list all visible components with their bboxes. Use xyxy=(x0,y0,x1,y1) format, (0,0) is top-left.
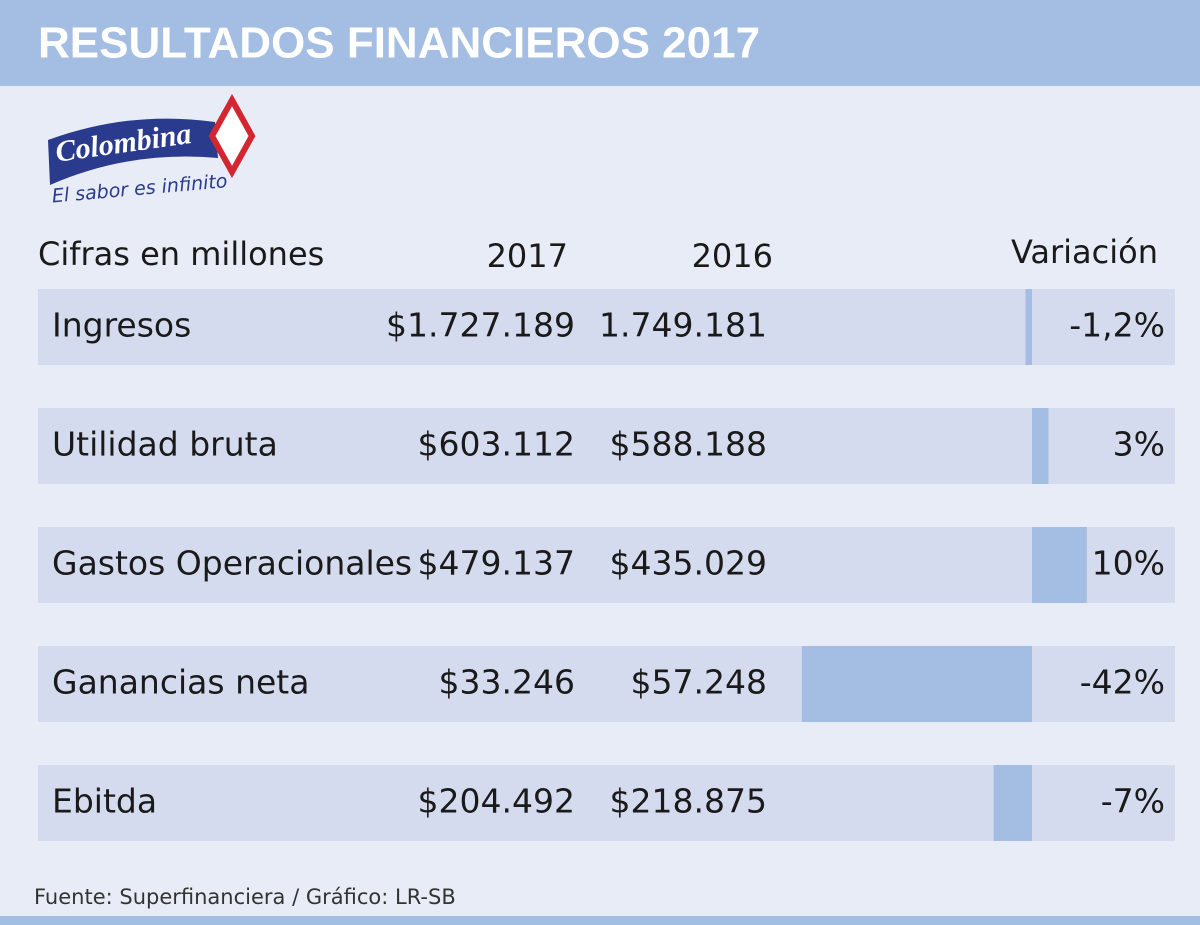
row-label: Utilidad bruta xyxy=(52,425,278,464)
column-header: 2017 xyxy=(487,237,568,275)
source: Fuente: Superfinanciera / Gráfico: LR-SB xyxy=(34,885,456,909)
variation-label: 10% xyxy=(1092,544,1165,583)
value-2017: $1.727.189 xyxy=(386,306,575,345)
bottom-band xyxy=(0,916,1200,925)
value-2017: $204.492 xyxy=(418,782,575,821)
row-label: Gastos Operacionales xyxy=(52,544,412,583)
value-2017: $479.137 xyxy=(418,544,575,583)
variation-bar xyxy=(993,765,1032,841)
title: RESULTADOS FINANCIEROS 2017 xyxy=(38,19,760,68)
column-header: Cifras en millones xyxy=(38,235,324,273)
rows: Ingresos $1.727.189 1.749.181 -1,2% Utilidad… xyxy=(38,289,1175,841)
row-label: Ingresos xyxy=(52,306,191,345)
variation-bar xyxy=(801,646,1032,722)
row-label: Ebitda xyxy=(52,782,157,821)
variation-bar xyxy=(1025,289,1032,365)
value-2016: $57.248 xyxy=(631,663,767,702)
variation-bar xyxy=(1032,527,1087,603)
variation-label: -1,2% xyxy=(1069,306,1165,345)
row-background xyxy=(38,408,1175,484)
logo-diamond xyxy=(208,93,256,179)
column-header: 2016 xyxy=(692,237,773,275)
row-background xyxy=(38,289,1175,365)
value-2016: 1.749.181 xyxy=(599,306,767,345)
variation-bar xyxy=(1032,408,1049,484)
variation-label: 3% xyxy=(1113,425,1165,464)
value-2016: $218.875 xyxy=(610,782,767,821)
header-band xyxy=(0,0,1200,86)
row-background xyxy=(38,765,1175,841)
value-2016: $588.188 xyxy=(610,425,767,464)
value-2016: $435.029 xyxy=(610,544,767,583)
row-background xyxy=(38,527,1175,603)
row-label: Ganancias neta xyxy=(52,663,309,702)
logo-banner xyxy=(48,118,218,185)
variation-label: -42% xyxy=(1080,663,1165,702)
value-2017: $603.112 xyxy=(418,425,575,464)
variation-label: -7% xyxy=(1101,782,1165,821)
value-2017: $33.246 xyxy=(439,663,575,702)
column-header: Variación xyxy=(1011,233,1158,271)
